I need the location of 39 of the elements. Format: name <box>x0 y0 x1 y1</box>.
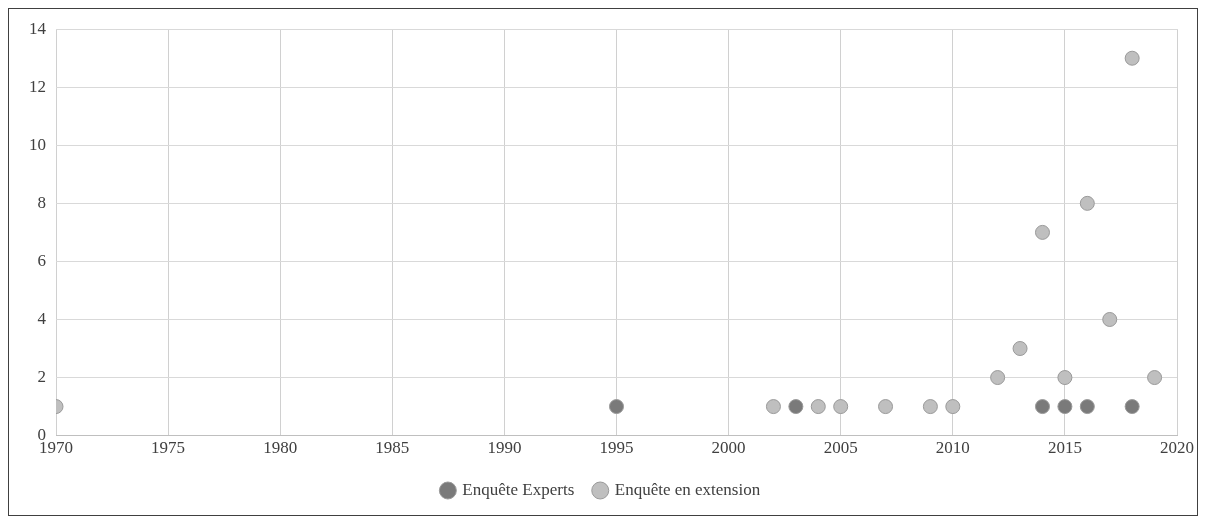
x-tick-label: 1995 <box>599 438 634 458</box>
point <box>765 399 781 415</box>
point <box>1034 399 1050 415</box>
y-tick-label: 14 <box>29 18 47 38</box>
point <box>1079 195 1095 211</box>
x-tick-label: 2020 <box>1160 438 1194 458</box>
point <box>810 399 826 415</box>
y-tick-label: 2 <box>37 367 46 387</box>
point <box>1012 341 1028 357</box>
x-tick-label: 2005 <box>823 438 858 458</box>
x-tick-label: 1975 <box>151 438 186 458</box>
x-tick-label: 2010 <box>935 438 970 458</box>
y-tick-label: 10 <box>29 134 46 154</box>
y-tick-label: 6 <box>37 250 46 270</box>
point <box>788 399 804 415</box>
y-tick-label: 8 <box>37 192 46 212</box>
point <box>609 399 624 415</box>
x-tick-label: 2000 <box>711 438 746 458</box>
point <box>1124 399 1140 415</box>
point <box>1057 399 1073 415</box>
y-tick-label: 12 <box>29 76 46 96</box>
x-tick-label: 1990 <box>487 438 522 458</box>
y-tick-label: 4 <box>37 308 47 328</box>
legend-label: Enquête Experts <box>462 479 575 499</box>
point <box>922 399 938 415</box>
point <box>833 399 849 415</box>
point <box>1034 224 1050 240</box>
point <box>1147 370 1163 386</box>
point <box>1102 311 1118 327</box>
x-tick-label: 1985 <box>375 438 410 458</box>
x-tick-label: 1980 <box>263 438 298 458</box>
point <box>878 399 894 415</box>
point <box>945 399 961 415</box>
point <box>1079 399 1095 415</box>
point <box>1057 370 1073 386</box>
legend-label: Enquête en extension <box>614 479 761 499</box>
point <box>990 370 1006 386</box>
x-tick-label: 2015 <box>1047 438 1082 458</box>
point <box>1124 50 1140 66</box>
